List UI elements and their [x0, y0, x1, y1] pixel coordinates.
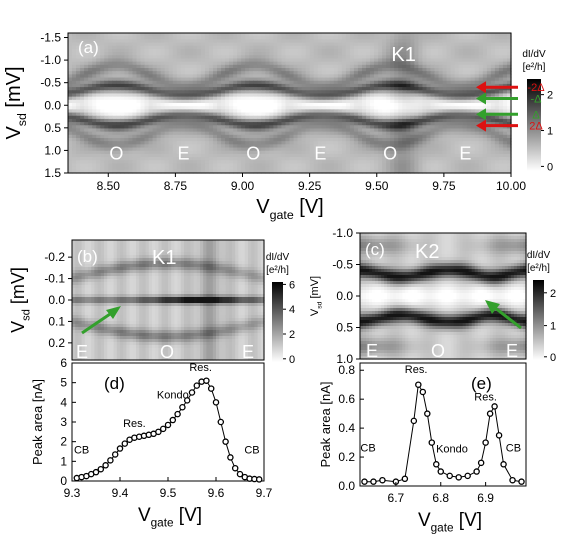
y-tick-label: -1.5: [40, 31, 61, 45]
parity-label: O: [246, 144, 260, 164]
colorbar-title: dI/dV: [522, 49, 546, 60]
gap-arrow-label: -Δ: [530, 93, 542, 105]
parity-label: E: [177, 144, 189, 164]
y-tick-label: -1.0: [40, 53, 61, 67]
parity-label: O: [109, 144, 123, 164]
parity-label: O: [383, 144, 397, 164]
colorbar-tick-label: 2: [547, 90, 553, 102]
x-label-main: V: [256, 196, 270, 218]
panel-label: (a): [78, 38, 99, 57]
x-tick-label: 9.00: [231, 179, 255, 193]
y-tick-label: -0.5: [40, 76, 61, 90]
parity-label: E: [314, 144, 326, 164]
y-label-unit: [mV]: [3, 66, 25, 113]
y-tick-label: 0.5: [44, 121, 61, 135]
x-label-sub: gate: [270, 208, 294, 222]
colorbar-tick-label: 0: [547, 161, 553, 173]
y-axis-label: Vsd [mV]: [3, 66, 29, 139]
colorbar-unit: [e²/h]: [523, 62, 546, 73]
x-tick-label: 8.75: [164, 179, 188, 193]
x-tick-label: 8.50: [97, 179, 121, 193]
x-tick-label: 10.00: [496, 179, 526, 193]
gap-arrow-label: -2Δ: [527, 82, 545, 94]
gap-arrow-label: Δ: [532, 109, 540, 121]
x-tick-label: 9.75: [432, 179, 456, 193]
parity-label: E: [459, 144, 471, 164]
y-label-sub: sd: [15, 113, 29, 126]
y-label-main: V: [3, 126, 25, 140]
dot-label: K1: [391, 44, 415, 66]
x-label-unit: [V]: [294, 196, 324, 218]
y-tick-label: 1.5: [44, 166, 61, 180]
y-tick-label: 1.0: [44, 143, 61, 157]
y-tick-label: 0.0: [44, 98, 61, 112]
x-tick-label: 9.50: [365, 179, 389, 193]
colorbar-tick-label: 1: [547, 126, 553, 138]
x-axis-label: Vgate [V]: [256, 196, 323, 222]
x-tick-label: 9.25: [298, 179, 322, 193]
gap-arrow-label: 2Δ: [529, 121, 543, 133]
